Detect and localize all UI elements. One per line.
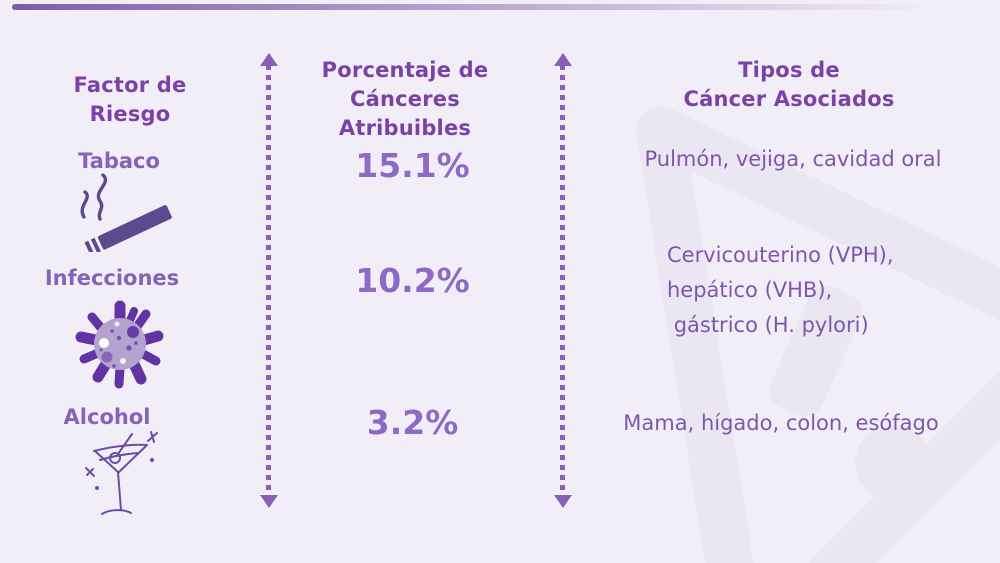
arrow-up-icon bbox=[260, 53, 278, 66]
dotted-line bbox=[560, 65, 565, 495]
column-header-attributable-percentage: Porcentaje de Cánceres Atribuibles bbox=[321, 58, 489, 140]
column-header-associated-cancer-types: Tipos de Cáncer Asociados bbox=[683, 58, 895, 111]
dotted-divider-arrow-left bbox=[259, 53, 279, 508]
risk-factor-label-tabaco: Tabaco bbox=[78, 149, 160, 173]
percentage-value-infecciones: 10.2% bbox=[355, 261, 470, 300]
arrow-up-icon bbox=[554, 53, 572, 66]
risk-factor-label-alcohol: Alcohol bbox=[63, 405, 151, 429]
virus-icon bbox=[75, 300, 164, 389]
martini-glass-icon bbox=[85, 431, 158, 515]
percentage-value-tabaco: 15.1% bbox=[355, 146, 470, 185]
column-header-risk-factor: Factor de Riesgo bbox=[73, 73, 187, 126]
associated-cancers-tabaco: Pulmón, vejiga, cavidad oral bbox=[644, 147, 942, 171]
dotted-line bbox=[266, 65, 271, 495]
arrow-down-icon bbox=[554, 495, 572, 508]
dotted-divider-arrow-right bbox=[553, 53, 573, 508]
associated-cancers-alcohol: Mama, hígado, colon, esófago bbox=[623, 411, 939, 435]
arrow-down-icon bbox=[260, 495, 278, 508]
top-accent-bar bbox=[12, 4, 988, 10]
cigarette-icon bbox=[80, 173, 172, 252]
percentage-value-alcohol: 3.2% bbox=[366, 403, 459, 442]
risk-factor-label-infecciones: Infecciones bbox=[44, 266, 180, 290]
associated-cancers-infecciones: Cervicouterino (VPH), hepático (VHB), gá… bbox=[667, 243, 894, 337]
